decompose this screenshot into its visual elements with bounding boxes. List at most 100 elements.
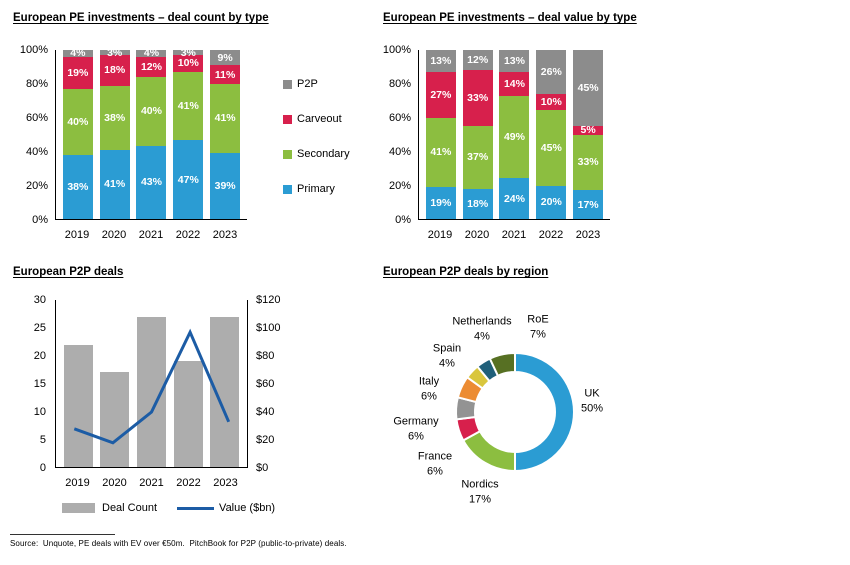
bar-segment-secondary-2020: 38% [99,85,130,150]
legend-label: P2P [297,78,318,90]
donut-label-pct: 17% [468,494,492,506]
bar-segment-label: 40% [67,115,89,128]
x-axis-label: 2020 [464,229,490,241]
x-axis-label: 2019 [64,229,90,241]
bar-segment-carveout-2021: 12% [136,56,167,78]
bar-segment-label: 17% [577,198,599,211]
bar-segment-label: 19% [67,66,89,79]
bar-segment-carveout-2020: 33% [462,70,493,127]
bar-segment-primary-2023: 39% [210,153,241,219]
donut-slice-roe [488,351,516,378]
source-note: Source: Unquote, PE deals with EV over €… [10,539,347,548]
y-axis-deal-value: 0% 20% 40% 60% 80% 100% [383,44,413,226]
y-axis-deal-count: 0% 20% 40% 60% 80% 100% [10,44,50,226]
donut-label-france: France 6% [418,450,452,481]
donut-label-pct: 4% [474,331,490,343]
bar-segment-label: 12% [467,53,489,66]
plot-area-deal-value: 19% 41% 27% 13% 18% 37% 33% 12% 24% 49% 14% 13% 20% 4… [418,50,610,220]
bar-segment-label: 45% [540,141,562,154]
right-axis-tick: $120 [256,294,281,306]
bar-2022: 47% 41% 10% 3% [173,47,204,219]
bar-segment-label: 43% [140,176,162,189]
bar-segment-primary-2019: 38% [62,155,93,219]
donut-label-pct: 6% [421,391,437,403]
chart-title-deal-count: European PE investments – deal count by … [13,12,269,24]
x-axis-label: 2023 [213,477,238,489]
panel-p2p-by-region: European P2P deals by region UK 50% Nordic… [383,262,843,527]
donut-label-name: Spain [432,342,462,355]
bar-segment-p2p-2019: 13% [425,50,456,72]
x-axis-label: 2023 [575,229,601,241]
bar-segment-carveout-2023: 5% [573,125,604,135]
bar-segment-p2p-2019: 4% [62,48,93,58]
donut-label-nordics: Nordics 17% [461,478,498,509]
bar-segment-carveout-2022: 10% [536,93,567,111]
bar-segment-carveout-2023: 11% [210,65,241,84]
bar-segment-p2p-2020: 3% [99,47,130,57]
bar-segment-label: 13% [503,54,525,67]
x-axis-label: 2022 [175,229,201,241]
bar-segment-p2p-2022: 3% [173,47,204,57]
bar-segment-label: 33% [467,91,489,104]
bar-segment-secondary-2019: 40% [62,88,93,156]
bar-segment-p2p-2022: 26% [536,50,567,94]
left-axis-tick: 0 [39,462,46,474]
bar-segment-secondary-2023: 33% [573,134,604,191]
right-axis-tick: $40 [256,406,275,418]
bar-segment-label: 24% [503,192,525,205]
bar-segment-secondary-2019: 41% [425,117,456,187]
bar-segment-carveout-2020: 18% [99,55,130,86]
bar-segment-label: 10% [177,57,199,70]
chart-title-deal-value: European PE investments – deal value by … [383,12,637,24]
donut-label-name: France [417,450,453,463]
y-axis-tick: 0% [32,214,48,226]
right-axis-p2p-deals: $0 $20 $40 $60 $80 $100 $120 [256,294,296,474]
bar-segment-label: 14% [503,77,525,90]
bar-2021: 43% 40% 12% 4% [136,48,167,219]
value-line [73,328,231,445]
bar-2022: 20% 45% 10% 26% [536,50,567,219]
legend-label-deal-count: Deal Count [102,502,158,514]
bar-segment-label: 3% [180,46,196,59]
legend-swatch-carveout [283,114,292,124]
bar-segment-label: 47% [177,173,199,186]
bar-segment-secondary-2022: 41% [173,71,204,141]
legend-label-value: Value ($bn) [219,502,276,514]
bar-segment-label: 41% [430,146,452,158]
legend-item-carveout: Carveout [283,113,350,125]
bar-segment-carveout-2019: 19% [62,56,93,89]
right-axis-tick: $20 [256,434,275,446]
x-axis-p2p-deals: 2019 2020 2021 2022 2023 [55,477,248,489]
bar-segment-primary-2020: 41% [99,149,130,219]
donut-label-pct: 50% [580,403,604,415]
bar-segment-label: 49% [503,130,525,143]
donut-label-netherlands: Netherlands 4% [452,315,511,346]
bar-segment-label: 33% [577,156,599,169]
left-axis-tick: 20 [33,350,46,362]
bar-segment-secondary-2021: 49% [499,95,530,179]
panel-deal-count-by-type: European PE investments – deal count by … [10,8,378,258]
bar-segment-label: 41% [177,99,199,112]
bar-segment-secondary-2022: 45% [536,110,567,186]
y-axis-tick: 80% [25,78,48,90]
donut-slice-uk [514,351,575,473]
bar-segment-label: 20% [540,196,562,209]
x-axis-deal-count: 2019 2020 2021 2022 2023 [55,229,247,241]
donut-label-name: Nordics [461,478,499,491]
deal-count-bar-2020 [100,372,130,467]
left-axis-tick: 5 [39,434,46,446]
bar-segment-label: 37% [467,151,489,164]
donut-label-pct: 4% [439,358,455,370]
y-axis-tick: 100% [382,44,411,56]
donut-label-germany: Germany 6% [393,415,438,446]
donut-label-name: Germany [393,415,439,428]
left-axis-tick: 10 [33,406,46,418]
y-axis-tick: 20% [388,180,411,192]
bar-segment-primary-2019: 19% [425,186,456,219]
bar-segment-carveout-2022: 10% [173,55,204,72]
bar-segment-carveout-2021: 14% [499,72,530,96]
footnote-separator [10,534,115,535]
y-axis-tick: 60% [25,112,48,124]
bar-segment-label: 27% [430,88,452,101]
legend-swatch-primary [283,184,292,194]
